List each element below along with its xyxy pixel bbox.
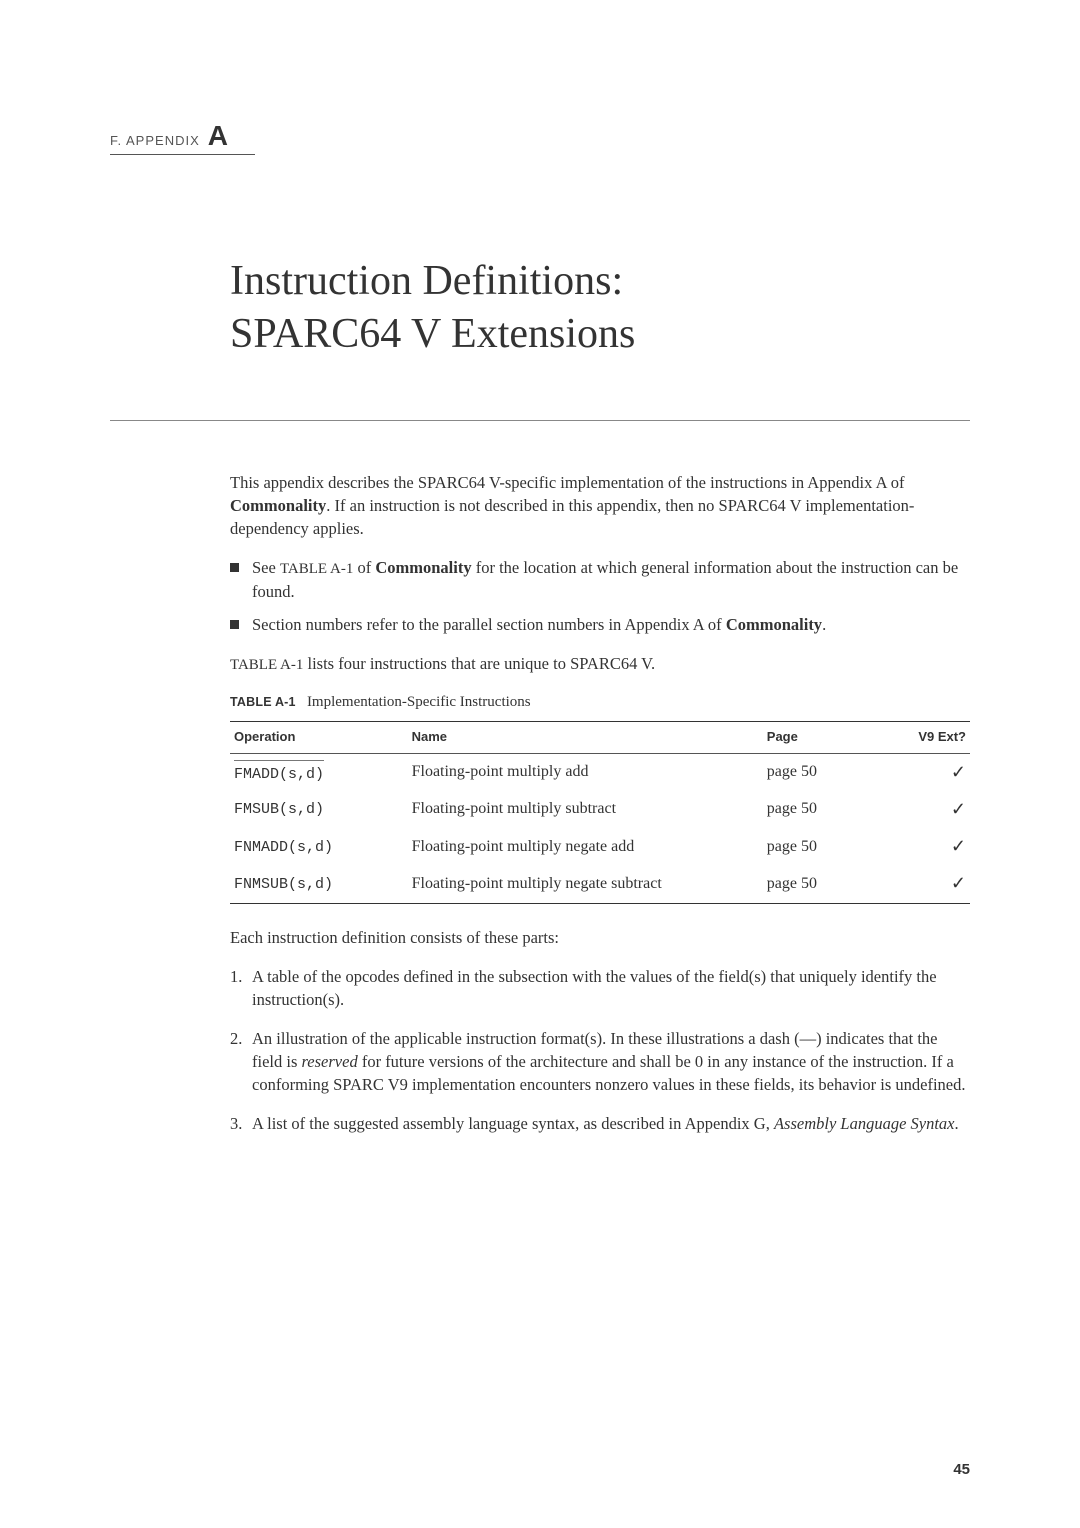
page-title: Instruction Definitions: SPARC64 V Exten… (230, 255, 970, 360)
col-name: Name (408, 722, 763, 753)
table-intro: TABLE A-1 lists four instructions that a… (230, 652, 970, 676)
table-row: FNMSUB(s,d) Floating-point multiply nega… (230, 865, 970, 903)
appendix-letter: A (208, 120, 228, 152)
bullet-item: See TABLE A-1 of Commonality for the loc… (230, 556, 970, 603)
page-ref: page 50 (763, 791, 881, 828)
col-page: Page (763, 722, 881, 753)
table-header-row: Operation Name Page V9 Ext? (230, 722, 970, 753)
instructions-table: Operation Name Page V9 Ext? FMADD(s,d) F… (230, 721, 970, 903)
table-row: FMADD(s,d) Floating-point multiply add p… (230, 753, 970, 791)
page-ref: page 50 (763, 753, 881, 791)
instr-name: Floating-point multiply subtract (408, 791, 763, 828)
appendix-header: F. APPENDIX A (110, 120, 255, 155)
op-code: FMADD(s,d) (234, 760, 324, 785)
op-code: FNMSUB(s,d) (234, 876, 333, 893)
check-icon: ✓ (881, 865, 970, 903)
table-row: FNMADD(s,d) Floating-point multiply nega… (230, 828, 970, 865)
instr-name: Floating-point multiply negate add (408, 828, 763, 865)
list-item: An illustration of the applicable instru… (230, 1027, 970, 1096)
title-line-1: Instruction Definitions: (230, 258, 623, 304)
list-item: A table of the opcodes defined in the su… (230, 965, 970, 1011)
post-table-text: Each instruction definition consists of … (230, 926, 970, 949)
body-content: This appendix describes the SPARC64 V-sp… (230, 471, 970, 1135)
table-row: FMSUB(s,d) Floating-point multiply subtr… (230, 791, 970, 828)
appendix-prefix: F. APPENDIX (110, 133, 200, 148)
check-icon: ✓ (881, 828, 970, 865)
col-operation: Operation (230, 722, 408, 753)
col-ext: V9 Ext? (881, 722, 970, 753)
bullet-item: Section numbers refer to the parallel se… (230, 613, 970, 636)
title-divider (110, 420, 970, 421)
title-line-2: SPARC64 V Extensions (230, 311, 635, 357)
check-icon: ✓ (881, 791, 970, 828)
page-ref: page 50 (763, 865, 881, 903)
op-code: FNMADD(s,d) (234, 839, 333, 856)
list-item: A list of the suggested assembly languag… (230, 1112, 970, 1135)
bullet-list: See TABLE A-1 of Commonality for the loc… (230, 556, 970, 636)
numbered-list: A table of the opcodes defined in the su… (230, 965, 970, 1136)
table-caption: TABLE A-1 Implementation-Specific Instru… (230, 692, 970, 713)
intro-paragraph: This appendix describes the SPARC64 V-sp… (230, 471, 970, 540)
page-ref: page 50 (763, 828, 881, 865)
page-number: 45 (953, 1461, 970, 1478)
instr-name: Floating-point multiply negate subtract (408, 865, 763, 903)
op-code: FMSUB(s,d) (234, 801, 324, 818)
check-icon: ✓ (881, 753, 970, 791)
instr-name: Floating-point multiply add (408, 753, 763, 791)
